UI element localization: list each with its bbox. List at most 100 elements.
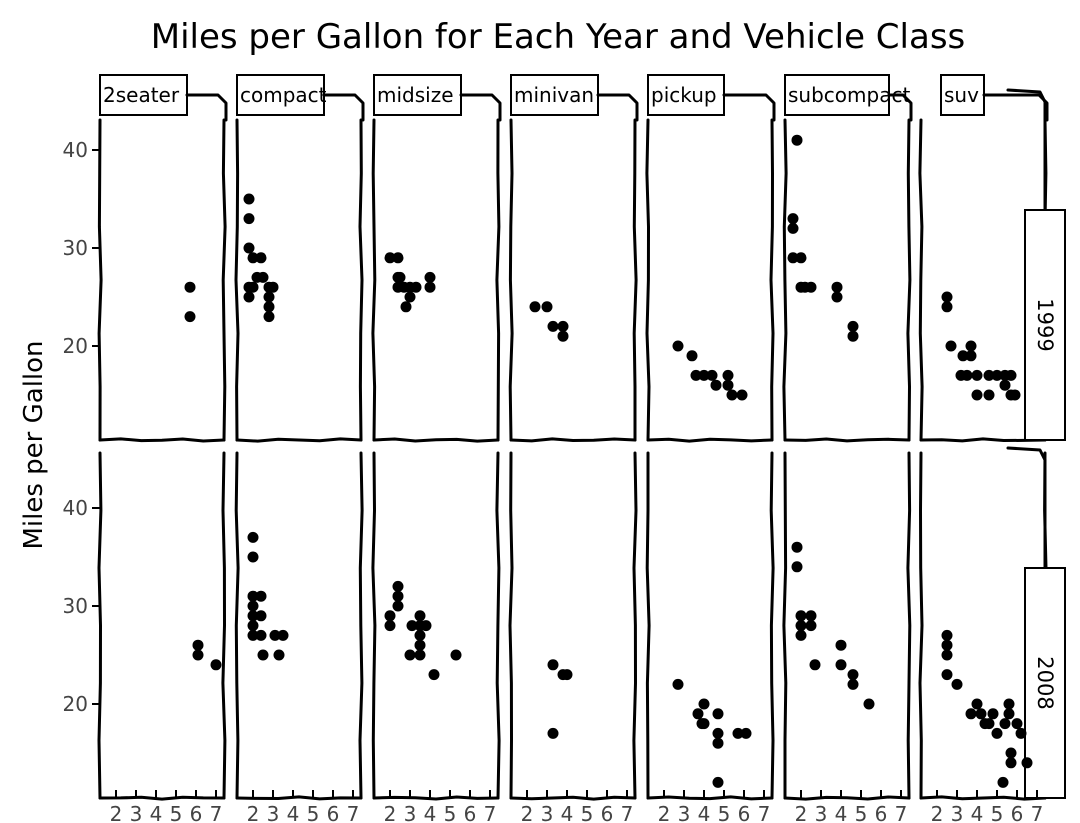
data-point (257, 649, 269, 661)
panel-bottom-axis (919, 795, 1047, 801)
panel-bottom-axis (509, 437, 637, 443)
data-point (795, 252, 807, 264)
data-point (710, 379, 722, 391)
data-point (791, 541, 803, 553)
x-tick-label: 4 (287, 802, 300, 823)
data-point (690, 369, 702, 381)
panel-2seater-1999 (97, 118, 227, 443)
row-strip-connector (1006, 88, 1047, 212)
data-point (392, 580, 404, 592)
x-tick-label: 3 (678, 802, 691, 823)
data-point (961, 369, 973, 381)
panel-bottom-axis (646, 795, 774, 801)
data-point (424, 281, 436, 293)
data-point (529, 301, 541, 313)
panel-minivan-1999 (508, 118, 638, 443)
column-strip-connector (185, 93, 228, 122)
data-point (712, 708, 724, 720)
panel-bottom-axis (372, 795, 500, 801)
x-tick-label: 6 (601, 802, 614, 823)
x-tick-label: 6 (875, 802, 888, 823)
data-point (847, 320, 859, 332)
panel-midsize-2008 (371, 451, 501, 801)
data-point (791, 134, 803, 146)
x-tick-label: 7 (758, 802, 771, 823)
data-point (787, 252, 799, 264)
data-point (561, 669, 573, 681)
data-point (999, 379, 1011, 391)
x-tick-label: 7 (895, 802, 908, 823)
data-point (263, 301, 275, 313)
data-point (971, 369, 983, 381)
x-tick-label: 5 (170, 802, 183, 823)
data-point (384, 610, 396, 622)
data-point (835, 639, 847, 651)
facet-grid: 2seater compact midsize minivan pickup subcom… (63, 74, 1066, 823)
data-point (983, 389, 995, 401)
data-point (414, 649, 426, 661)
row-strip-connector (1006, 446, 1047, 570)
column-strip-label: midsize (377, 83, 454, 107)
data-point (712, 727, 724, 739)
panel-right-border (906, 451, 912, 800)
data-point (247, 281, 259, 293)
panel-left-axis (782, 118, 788, 442)
data-point (263, 291, 275, 303)
x-tick-label: 6 (327, 802, 340, 823)
data-point (809, 659, 821, 671)
data-point (547, 320, 559, 332)
data-point (965, 350, 977, 362)
panel-left-axis (371, 118, 377, 442)
panel-right-border (221, 451, 227, 800)
x-tick-label: 2 (521, 802, 534, 823)
data-point (726, 389, 738, 401)
data-point (706, 369, 718, 381)
row-strip-label: 1999 (1033, 298, 1057, 351)
panel-right-border (495, 118, 501, 442)
data-point (787, 222, 799, 234)
data-point (547, 659, 559, 671)
panel-bottom-axis (783, 795, 911, 801)
data-point (267, 281, 279, 293)
x-tick-label: 5 (991, 802, 1004, 823)
column-strip-box (784, 74, 890, 116)
data-point (971, 698, 983, 710)
data-point (414, 639, 426, 651)
data-point (941, 629, 953, 641)
data-point (247, 600, 259, 612)
data-point (991, 727, 1003, 739)
x-tick-label: 3 (541, 802, 554, 823)
panel-left-axis (234, 451, 240, 800)
row-strip-box (1024, 567, 1066, 799)
x-tick-label: 7 (347, 802, 360, 823)
column-strip-connector (982, 93, 1049, 122)
data-point (863, 698, 875, 710)
panel-bottom-axis (509, 795, 637, 801)
data-point (243, 242, 255, 254)
data-point (847, 669, 859, 681)
data-point (404, 291, 416, 303)
data-point (965, 340, 977, 352)
panel-pickup-2008 (645, 451, 775, 801)
data-point (384, 620, 396, 632)
data-point (243, 213, 255, 225)
data-point (957, 350, 969, 362)
panel-left-axis (97, 451, 103, 800)
x-tick-label: 2 (384, 802, 397, 823)
panel-bottom-axis (235, 437, 363, 443)
data-point (951, 678, 963, 690)
data-point (945, 340, 957, 352)
data-point (1021, 757, 1033, 769)
x-tick-label: 4 (424, 802, 437, 823)
data-point (692, 708, 704, 720)
data-point (394, 271, 406, 283)
data-point (392, 590, 404, 602)
column-strip-connector (459, 93, 502, 122)
column-strip-connector (322, 93, 365, 122)
x-tick-label: 5 (855, 802, 868, 823)
x-tick-label: 6 (738, 802, 751, 823)
panel-right-border (495, 451, 501, 800)
data-point (698, 369, 710, 381)
panel-left-axis (782, 451, 788, 800)
